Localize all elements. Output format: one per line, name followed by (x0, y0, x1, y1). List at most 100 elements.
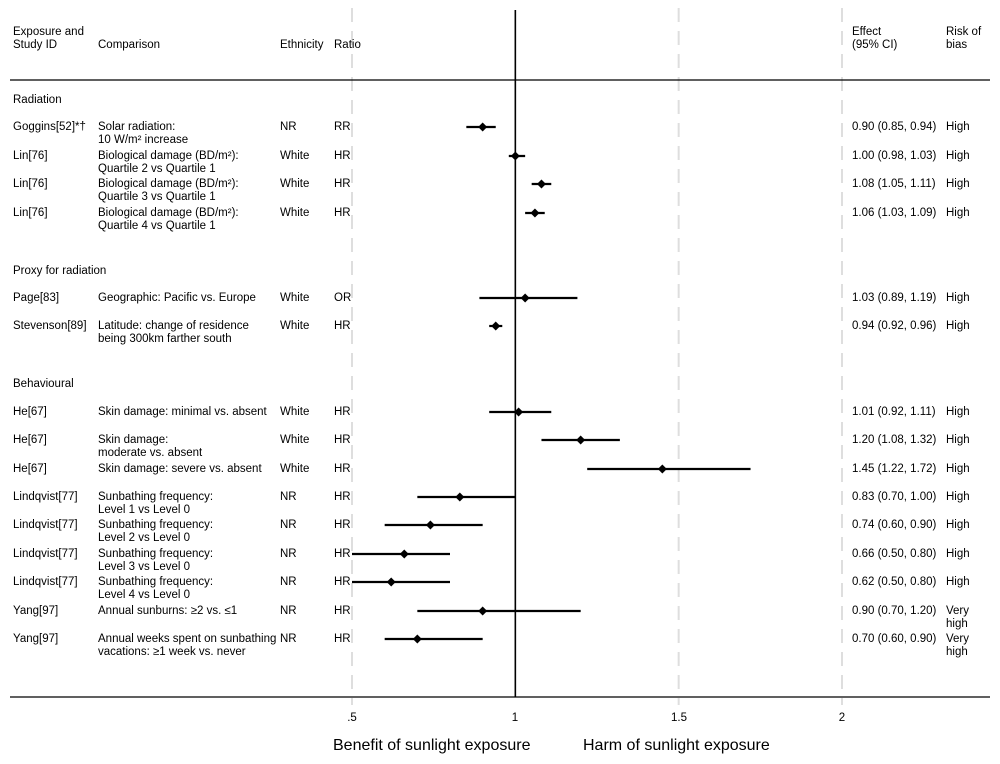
comparison: Biological damage (BD/m²): Quartile 3 vs… (98, 178, 239, 203)
ratio-type: HR (334, 178, 351, 190)
comparison: Sunbathing frequency: Level 4 vs Level 0 (98, 576, 214, 601)
study-id: Lindqvist[77] (13, 491, 78, 503)
study-id: Lindqvist[77] (13, 519, 78, 531)
ethnicity: White (280, 406, 310, 418)
risk-of-bias: High (946, 406, 970, 418)
ratio-type: OR (334, 292, 352, 304)
study-id: Page[83] (13, 292, 60, 304)
effect-ci: 0.62 (0.50, 0.80) (852, 576, 937, 588)
effect-ci: 1.06 (1.03, 1.09) (852, 207, 937, 219)
study-id: Lin[76] (13, 150, 48, 162)
effect-ci: 0.90 (0.85, 0.94) (852, 121, 937, 133)
ratio-type: HR (334, 605, 351, 617)
point-estimate-marker (520, 293, 530, 303)
header-risk: Risk of bias (946, 26, 982, 51)
comparison: Sunbathing frequency: Level 2 vs Level 0 (98, 519, 214, 544)
risk-of-bias: High (946, 491, 970, 503)
ratio-type: HR (334, 320, 351, 332)
point-estimate-marker (455, 492, 465, 502)
point-estimate-marker (491, 321, 501, 331)
risk-of-bias: High (946, 463, 970, 475)
ethnicity: NR (280, 519, 297, 531)
ratio-type: HR (334, 406, 351, 418)
effect-ci: 1.01 (0.92, 1.11) (852, 406, 936, 418)
effect-ci: 0.66 (0.50, 0.80) (852, 548, 937, 560)
risk-of-bias: High (946, 150, 970, 162)
ratio-type: HR (334, 150, 351, 162)
study-id: Yang[97] (13, 605, 59, 617)
comparison: Biological damage (BD/m²): Quartile 2 vs… (98, 150, 239, 175)
x-tick-label: 1.5 (671, 712, 687, 724)
header-ratio: Ratio (334, 39, 361, 51)
point-estimate-marker (576, 435, 586, 445)
section-label-proxy: Proxy for radiation (13, 265, 107, 277)
ratio-type: HR (334, 633, 351, 645)
study-id: He[67] (13, 434, 47, 446)
ethnicity: NR (280, 548, 297, 560)
study-id: Lindqvist[77] (13, 548, 78, 560)
risk-of-bias: High (946, 320, 970, 332)
ratio-type: HR (334, 463, 351, 475)
risk-of-bias: High (946, 292, 970, 304)
effect-ci: 1.00 (0.98, 1.03) (852, 150, 937, 162)
ratio-type: HR (334, 491, 351, 503)
study-id: Yang[97] (13, 633, 59, 645)
risk-of-bias: High (946, 121, 970, 133)
ethnicity: NR (280, 121, 297, 133)
risk-of-bias: High (946, 434, 970, 446)
ratio-type: HR (334, 576, 351, 588)
ratio-type: HR (334, 548, 351, 560)
point-estimate-marker (478, 122, 488, 132)
study-id: Lin[76] (13, 178, 48, 190)
study-id: Stevenson[89] (13, 320, 87, 332)
comparison: Sunbathing frequency: Level 1 vs Level 0 (98, 491, 214, 516)
study-id: He[67] (13, 463, 47, 475)
ratio-type: HR (334, 519, 351, 531)
point-estimate-marker (657, 464, 667, 474)
comparison: Geographic: Pacific vs. Europe (98, 292, 256, 304)
effect-ci: 1.45 (1.22, 1.72) (852, 463, 937, 475)
point-estimate-marker (536, 179, 546, 189)
xlabel-harm: Harm of sunlight exposure (583, 737, 770, 754)
effect-ci: 0.70 (0.60, 0.90) (852, 633, 937, 645)
header-effect: Effect (95% CI) (852, 26, 898, 51)
point-estimate-marker (399, 549, 409, 559)
point-estimate-marker (412, 634, 422, 644)
effect-ci: 1.20 (1.08, 1.32) (852, 434, 937, 446)
ratio-type: HR (334, 207, 351, 219)
comparison: Solar radiation: 10 W/m² increase (98, 121, 189, 146)
risk-of-bias: High (946, 519, 970, 531)
ethnicity: White (280, 463, 310, 475)
ethnicity: NR (280, 605, 297, 617)
effect-ci: 1.08 (1.05, 1.11) (852, 178, 936, 190)
comparison: Annual sunburns: ≥2 vs. ≤1 (98, 605, 238, 617)
study-id: Goggins[52]*† (13, 121, 86, 133)
comparison: Sunbathing frequency: Level 3 vs Level 0 (98, 548, 214, 573)
comparison: Skin damage: minimal vs. absent (98, 406, 267, 418)
study-id: He[67] (13, 406, 47, 418)
x-tick-label: 1 (511, 712, 519, 724)
effect-ci: 0.74 (0.60, 0.90) (852, 519, 937, 531)
xlabel-benefit: Benefit of sunlight exposure (333, 737, 531, 754)
ratio-type: RR (334, 121, 351, 133)
comparison: Latitude: change of residence being 300k… (98, 320, 249, 345)
ethnicity: NR (280, 491, 297, 503)
ethnicity: White (280, 150, 310, 162)
ethnicity: White (280, 178, 310, 190)
x-tick-label: 2 (838, 712, 846, 724)
ethnicity: NR (280, 576, 297, 588)
comparison: Biological damage (BD/m²): Quartile 4 vs… (98, 207, 239, 232)
x-tick-label: .5 (347, 712, 357, 724)
section-label-behavioural: Behavioural (13, 378, 74, 390)
point-estimate-marker (510, 151, 520, 161)
comparison: Annual weeks spent on sunbathing vacatio… (98, 633, 277, 658)
section-label-radiation: Radiation (13, 94, 62, 106)
effect-ci: 0.83 (0.70, 1.00) (852, 491, 937, 503)
comparison: Skin damage: moderate vs. absent (98, 434, 203, 459)
risk-of-bias: High (946, 576, 970, 588)
ethnicity: NR (280, 633, 297, 645)
ethnicity: White (280, 320, 310, 332)
study-id: Lin[76] (13, 207, 48, 219)
ethnicity: White (280, 207, 310, 219)
risk-of-bias: Very high (946, 605, 970, 630)
